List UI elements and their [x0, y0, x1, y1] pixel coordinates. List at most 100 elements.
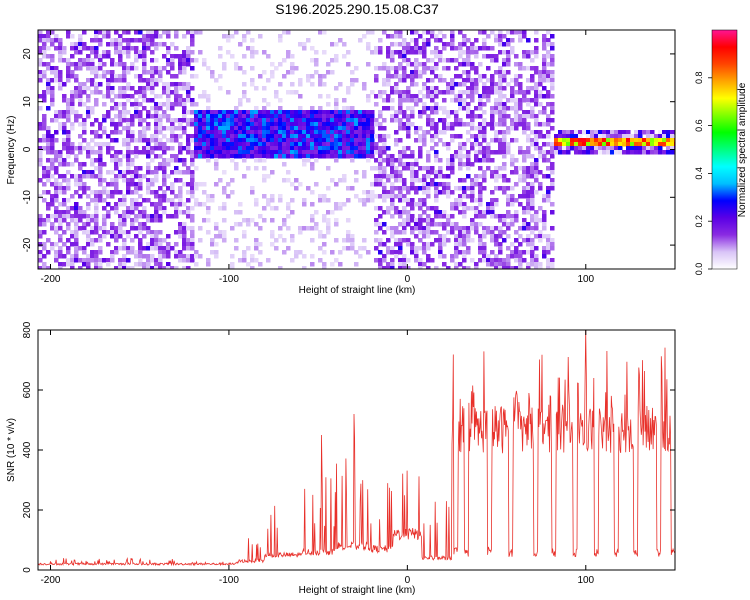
- spectrogram-cell: [230, 130, 235, 135]
- spectrogram-cell: [618, 138, 623, 143]
- spectrogram-cell: [538, 94, 543, 99]
- spectrogram-cell: [70, 150, 75, 155]
- spectrogram-cell: [82, 230, 87, 235]
- spectrogram-cell: [402, 78, 407, 83]
- spectrogram-cell: [446, 142, 451, 147]
- spectrogram-cell: [490, 114, 495, 119]
- spectrogram-cell: [110, 118, 115, 123]
- spectrogram-cell: [58, 234, 63, 239]
- spectrogram-cell: [498, 66, 503, 71]
- spectrogram-cell: [482, 178, 487, 183]
- spectrogram-cell: [502, 50, 507, 55]
- spectrogram-cell: [494, 178, 499, 183]
- spectrogram-cell: [490, 262, 495, 267]
- spectrogram-cell: [478, 146, 483, 151]
- spectrogram-cell: [242, 54, 247, 59]
- spectrogram-cell: [294, 130, 299, 135]
- spectrogram-cell: [42, 90, 47, 95]
- spectrogram-cell: [118, 62, 123, 67]
- spectrogram-cell: [278, 146, 283, 151]
- spectrogram-cell: [398, 126, 403, 131]
- spectrogram-cell: [518, 102, 523, 107]
- spectrogram-cell: [150, 170, 155, 175]
- spectrogram-cell: [362, 142, 367, 147]
- spectrogram-cell: [498, 218, 503, 223]
- spectrogram-cell: [78, 122, 83, 127]
- spectrogram-cell: [446, 218, 451, 223]
- spectrogram-cell: [130, 182, 135, 187]
- spectrogram-cell: [322, 118, 327, 123]
- spectrogram-cell: [378, 250, 383, 255]
- spectrogram-cell: [590, 146, 595, 151]
- spectrogram-cell: [486, 90, 491, 95]
- spectrogram-cell: [70, 266, 75, 269]
- spectrogram-cell: [134, 198, 139, 203]
- spectrogram-cell: [178, 70, 183, 75]
- spectrogram-cell: [550, 166, 555, 171]
- spectrogram-cell: [322, 138, 327, 143]
- spectrogram-cell: [82, 250, 87, 255]
- spectrogram-cell: [382, 90, 387, 95]
- spectrogram-cell: [466, 38, 471, 43]
- spectrogram-cell: [570, 146, 575, 151]
- spectrogram-cell: [526, 66, 531, 71]
- spectrogram-cell: [470, 118, 475, 123]
- spectrogram-cell: [378, 206, 383, 211]
- spectrogram-cell: [178, 86, 183, 91]
- spectrogram-cell: [250, 138, 255, 143]
- spectrogram-cell: [394, 34, 399, 39]
- spectrogram-cell: [206, 110, 211, 115]
- spectrogram-cell: [310, 146, 315, 151]
- spectrogram-cell: [46, 178, 51, 183]
- spectrogram-cell: [346, 186, 351, 191]
- spectrogram-cell: [98, 266, 103, 269]
- spectrogram-cell: [386, 146, 391, 151]
- spectrogram-cell: [226, 146, 231, 151]
- spectrogram-cell: [54, 190, 59, 195]
- spectrogram-cell: [62, 254, 67, 259]
- spectrogram-cell: [402, 114, 407, 119]
- spectrogram-cell: [458, 150, 463, 155]
- spectrogram-cell: [62, 50, 67, 55]
- spectrogram-cell: [482, 234, 487, 239]
- spectrogram-cell: [282, 130, 287, 135]
- spectrogram-cell: [310, 106, 315, 111]
- spectrogram-cell: [186, 30, 191, 35]
- spectrogram-cell: [74, 190, 79, 195]
- spectrogram-cell: [190, 50, 195, 55]
- spectrogram-cell: [50, 214, 55, 219]
- spectrogram-cell: [410, 230, 415, 235]
- spectrogram-cell: [482, 118, 487, 123]
- spectrogram-cell: [134, 98, 139, 103]
- spectrogram-cell: [126, 158, 131, 163]
- spectrogram-cell: [54, 178, 59, 183]
- spectrogram-cell: [534, 178, 539, 183]
- spectrogram-cell: [358, 110, 363, 115]
- colorbar-tick-label: 0.8: [694, 72, 704, 85]
- spectrogram-cell: [510, 38, 515, 43]
- spectrogram-cell: [62, 158, 67, 163]
- spectrogram-cell: [534, 50, 539, 55]
- spectrogram-cell: [146, 126, 151, 131]
- spectrogram-cell: [174, 74, 179, 79]
- spectrogram-cell: [158, 242, 163, 247]
- spectrogram-cell: [42, 42, 47, 47]
- spectrogram-cell: [350, 234, 355, 239]
- spectrogram-cell: [474, 178, 479, 183]
- spectrogram-cell: [526, 222, 531, 227]
- spectrogram-cell: [234, 62, 239, 67]
- spectrogram-cell: [118, 170, 123, 175]
- spectrogram-cell: [378, 166, 383, 171]
- spectrogram-cell: [198, 146, 203, 151]
- spectrogram-cell: [538, 150, 543, 155]
- spectrogram-cell: [542, 54, 547, 59]
- spectrogram-cell: [326, 230, 331, 235]
- spectrogram-cell: [478, 202, 483, 207]
- spectrogram-cell: [666, 134, 671, 139]
- spectrogram-cell: [230, 226, 235, 231]
- spectrogram-cell: [102, 178, 107, 183]
- spectrogram-cell: [214, 250, 219, 255]
- spectrogram-cell: [222, 114, 227, 119]
- spectrogram-cell: [366, 46, 371, 51]
